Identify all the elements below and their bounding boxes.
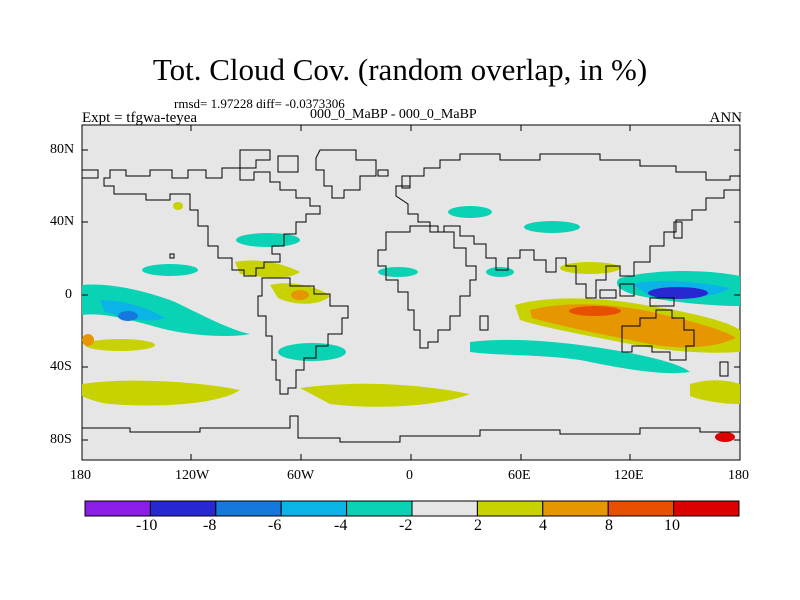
colorbar-label: -8 xyxy=(203,517,217,534)
coast-south-america xyxy=(257,277,349,395)
colorbar-box xyxy=(542,500,609,517)
coast-europe xyxy=(395,153,741,299)
colorbar-label: -6 xyxy=(268,517,282,534)
coast-north-america xyxy=(103,167,321,277)
lon-label-0: 0 xyxy=(406,468,413,483)
coastlines xyxy=(81,149,741,443)
colorbar-box xyxy=(607,500,675,517)
colorbar-label: -2 xyxy=(399,517,413,534)
lat-label-40s: 40S xyxy=(50,359,72,374)
coast-antarctica xyxy=(82,415,740,443)
lon-label-60e: 60E xyxy=(508,468,531,483)
pos-spac xyxy=(85,339,155,351)
coast-uk xyxy=(401,175,411,189)
pos-npac xyxy=(173,202,183,210)
cases-label: 000_0_MaBP - 000_0_MaBP xyxy=(310,107,477,122)
lon-label-180w: 180 xyxy=(70,468,91,483)
lon-label-60w: 60W xyxy=(287,468,315,483)
neg-ind xyxy=(486,267,514,277)
pos-southern-ind xyxy=(690,380,740,404)
coast-nz xyxy=(719,361,729,377)
colorbar-label: 4 xyxy=(539,517,547,534)
pos-sam-core xyxy=(291,290,309,300)
colorbar-label: -4 xyxy=(334,517,348,534)
neg-med xyxy=(448,206,492,218)
coast-newguinea xyxy=(649,297,675,307)
neg-seasia xyxy=(524,221,580,233)
colorbar-box xyxy=(280,500,348,517)
neg-band-pacific xyxy=(82,284,250,336)
pos-asia xyxy=(560,262,620,274)
pos-antarctic xyxy=(715,432,735,442)
coast-arctic-isl2 xyxy=(277,155,299,173)
colorbar-box xyxy=(346,500,413,517)
colorbar-box xyxy=(149,500,217,517)
page-title: Tot. Cloud Cov. (random overlap, in %) xyxy=(152,52,648,87)
coast-indonesia xyxy=(599,289,617,299)
colorbar-label: -10 xyxy=(136,517,158,534)
neg-npac xyxy=(142,264,198,276)
pos-southern-atl xyxy=(300,383,470,407)
coast-iceland xyxy=(377,169,389,177)
colorbar xyxy=(84,500,740,517)
lon-label-120e: 120E xyxy=(614,468,644,483)
colorbar-box xyxy=(476,500,544,517)
colorbar-box xyxy=(215,500,282,517)
coast-australia xyxy=(621,309,695,361)
coast-alaska-isl xyxy=(81,169,99,179)
colorbar-label: 10 xyxy=(664,517,680,534)
colorbar-box xyxy=(411,500,478,517)
lat-label-80s: 80S xyxy=(50,432,72,447)
neg-nafrica xyxy=(378,267,418,277)
neg-min-pacific xyxy=(118,311,138,321)
coast-africa xyxy=(377,225,477,349)
lat-label-80n: 80N xyxy=(50,142,75,157)
coast-japan xyxy=(673,221,683,239)
neg-samer xyxy=(278,343,346,361)
anomaly-fields xyxy=(82,202,740,442)
pos-max-indian xyxy=(569,306,621,316)
lon-label-120w: 120W xyxy=(175,468,210,483)
lat-label-40n: 40N xyxy=(50,214,75,229)
coast-hawaii xyxy=(169,253,175,259)
neg-natl xyxy=(236,233,300,247)
neg-min-wpac xyxy=(648,287,708,299)
colorbar-box xyxy=(84,500,151,517)
colorbar-label: 8 xyxy=(605,517,613,534)
coast-arctic-isl xyxy=(239,149,271,169)
axis-ticks xyxy=(81,125,741,460)
stats-text: rmsd= 1.97228 diff= -0.0373306 xyxy=(174,96,345,111)
colorbar-box xyxy=(673,500,740,517)
coast-borneo xyxy=(619,283,635,297)
neg-core-pacific xyxy=(100,300,165,321)
expt-label: Expt = tfgwa-teyea xyxy=(82,110,198,126)
season-label: ANN xyxy=(709,110,743,126)
coast-greenland xyxy=(315,149,377,199)
colorbar-label: 2 xyxy=(474,517,482,534)
lon-label-180e: 180 xyxy=(728,468,749,483)
pos-camerica xyxy=(235,260,300,278)
coast-madagascar xyxy=(479,315,489,331)
lat-label-0: 0 xyxy=(65,287,72,302)
pos-southern xyxy=(82,380,240,406)
neg-band-sindian xyxy=(470,339,690,374)
pos-east-pac xyxy=(82,334,94,346)
